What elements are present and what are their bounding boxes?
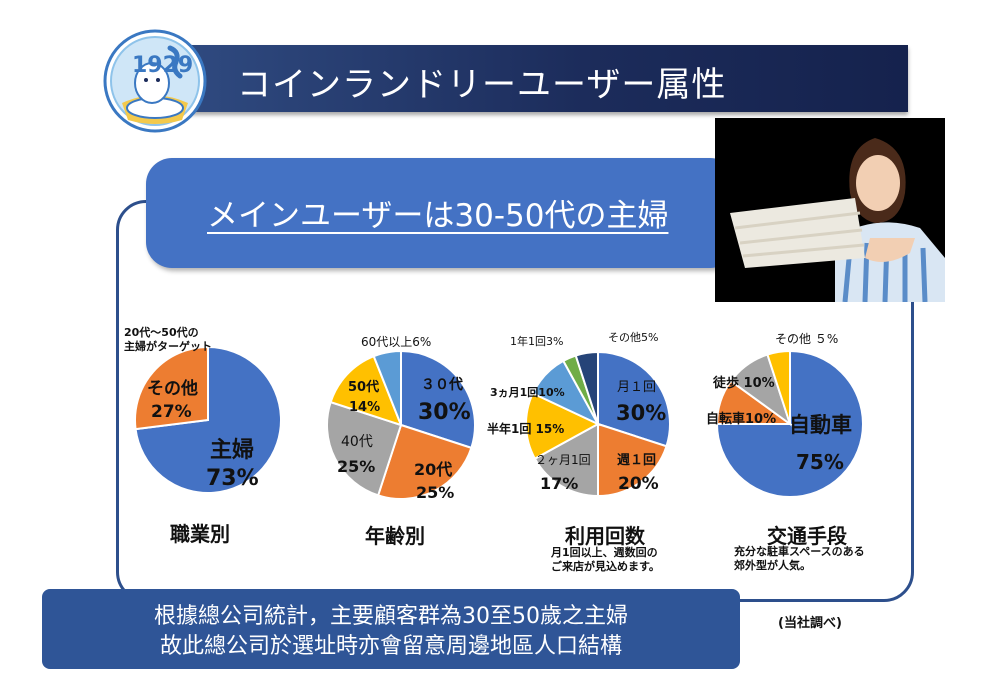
age-slice-4: [372, 349, 402, 426]
frequency-slice-0: [597, 350, 671, 448]
page-title: コインランドリーユーザー属性: [237, 65, 727, 105]
freq-pct-2month: 17%: [540, 474, 579, 493]
freq-label-other: その他5%: [608, 331, 659, 344]
frequency-slice-1: [597, 422, 668, 498]
summary-line-2: 故此總公司於選址時亦會留意周邊地區人口結構: [159, 634, 622, 659]
transport-label-bicycle: 自転車10%: [706, 412, 777, 427]
frequency-slice-2: [533, 422, 599, 498]
occupation-pct-housewife: 73%: [206, 466, 259, 491]
age-pct-50s: 14%: [349, 400, 381, 415]
occupation-note-line: 主婦がターゲット: [124, 340, 212, 353]
summary-box: [42, 589, 740, 669]
occupation-note: 20代～50代の 主婦がターゲット: [124, 326, 212, 354]
title-bar: [185, 45, 908, 112]
age-pct-40s: 25%: [337, 457, 376, 476]
occupation-label-other: その他: [147, 379, 198, 399]
occupation-pct-other: 27%: [151, 402, 192, 422]
age-label-20s: 20代: [414, 460, 453, 479]
transport-label-other: その他 ５%: [775, 332, 839, 346]
woman-with-towels-photo: [715, 118, 945, 302]
mascot-logo: 1929: [103, 29, 207, 133]
transport-note: 充分な駐車スペースのある 郊外型が人気。: [734, 545, 865, 573]
freq-pct-monthly: 30%: [616, 401, 667, 425]
age-pct-30s: 30%: [418, 400, 471, 425]
freq-label-monthly: 月１回: [617, 380, 657, 395]
age-label-50s: 50代: [348, 380, 380, 395]
frequency-note: 月1回以上、週数回の ご来店が見込めます。: [551, 546, 660, 574]
transport-caption: 交通手段: [767, 524, 847, 548]
headline-banner: [146, 158, 736, 268]
frequency-caption: 利用回数: [565, 524, 645, 548]
frequency-note-line: 月1回以上、週数回の: [551, 546, 658, 559]
age-label-40s: 40代: [341, 434, 373, 450]
frequency-slice-6: [574, 350, 599, 425]
age-label-60s: 60代以上6%: [361, 335, 432, 349]
freq-pct-weekly: 20%: [618, 474, 659, 494]
age-pie-chart: [326, 349, 476, 500]
age-slice-0: [400, 349, 476, 450]
age-caption: 年齢別: [365, 524, 425, 548]
freq-label-weekly: 週１回: [617, 453, 657, 468]
age-slice-1: [376, 423, 473, 500]
frequency-note-line: ご来店が見込めます。: [551, 560, 660, 573]
occupation-caption: 職業別: [170, 522, 230, 546]
summary-line-1: 根據總公司統計，主要顧客群為30至50歲之主婦: [154, 604, 628, 629]
source-note: (当社調べ): [778, 616, 842, 631]
age-slice-3: [329, 354, 403, 427]
occupation-pie-chart: [134, 345, 282, 494]
freq-label-2month: ２ヶ月1回: [535, 453, 591, 467]
age-pct-20s: 25%: [416, 483, 455, 502]
occupation-note-line: 20代～50代の: [124, 326, 199, 339]
transport-label-walk: 徒歩 10%: [713, 376, 775, 391]
frequency-slice-3: [525, 392, 601, 461]
freq-label-yearly: 1年1回3%: [510, 335, 564, 348]
headline: メインユーザーは30-50代の主婦: [207, 198, 669, 234]
transport-label-car: 自動車: [789, 413, 852, 437]
transport-note-line: 充分な駐車スペースのある: [734, 545, 865, 558]
age-label-30s: ３０代: [421, 377, 463, 393]
age-slice-2: [326, 400, 403, 497]
transport-slice-0: [715, 349, 864, 498]
occupation-slice-1: [134, 345, 209, 431]
transport-slice-3: [766, 349, 791, 425]
frequency-pie-chart: [525, 350, 671, 498]
logo-number: 1929: [132, 53, 193, 78]
freq-label-halfyear: 半年1回 15%: [487, 422, 565, 436]
freq-label-3month: 3ヵ月1回10%: [490, 386, 565, 399]
occupation-label-housewife: 主婦: [210, 438, 255, 463]
transport-note-line: 郊外型が人気。: [734, 559, 811, 572]
transport-pct-car: 75%: [796, 450, 844, 474]
transport-pie-chart: [715, 349, 864, 498]
